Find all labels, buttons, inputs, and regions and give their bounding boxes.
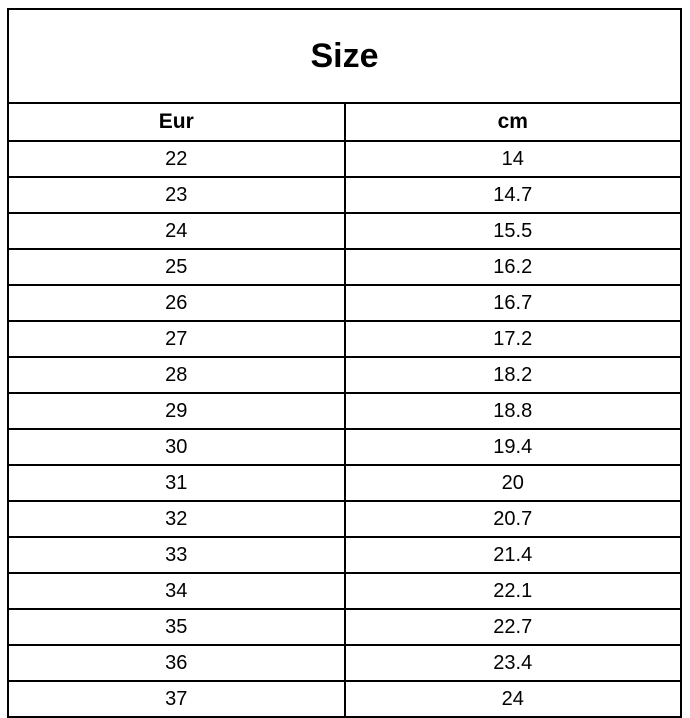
eur-value: 24 [7, 212, 346, 250]
table-row: 28 18.2 [7, 356, 682, 394]
cm-value: 19.4 [343, 428, 682, 466]
cm-value: 23.4 [343, 644, 682, 682]
eur-value: 36 [7, 644, 346, 682]
cm-value: 20 [343, 464, 682, 502]
header-row: Eur cm [7, 102, 682, 142]
eur-value: 26 [7, 284, 346, 322]
table-row: 24 15.5 [7, 212, 682, 250]
eur-value: 34 [7, 572, 346, 610]
eur-value: 31 [7, 464, 346, 502]
table-row: 36 23.4 [7, 644, 682, 682]
table-row: 34 22.1 [7, 572, 682, 610]
eur-value: 27 [7, 320, 346, 358]
table-title: Size [7, 8, 682, 104]
table-row: 32 20.7 [7, 500, 682, 538]
table-row: 23 14.7 [7, 176, 682, 214]
eur-value: 22 [7, 140, 346, 178]
eur-value: 29 [7, 392, 346, 430]
cm-value: 18.8 [343, 392, 682, 430]
table-row: 37 24 [7, 680, 682, 718]
table-row: 22 14 [7, 140, 682, 178]
table-row: 31 20 [7, 464, 682, 502]
cm-value: 16.7 [343, 284, 682, 322]
cm-value: 14.7 [343, 176, 682, 214]
table-row: 33 21.4 [7, 536, 682, 574]
cm-value: 14 [343, 140, 682, 178]
eur-value: 32 [7, 500, 346, 538]
eur-value: 30 [7, 428, 346, 466]
page: Size Eur cm 22 14 23 14.7 24 15.5 25 16. [7, 8, 682, 718]
eur-value: 28 [7, 356, 346, 394]
cm-value: 22.1 [343, 572, 682, 610]
title-row: Size [7, 8, 682, 104]
cm-value: 18.2 [343, 356, 682, 394]
cm-value: 20.7 [343, 500, 682, 538]
table-row: 35 22.7 [7, 608, 682, 646]
size-conversion-table: Size Eur cm 22 14 23 14.7 24 15.5 25 16. [7, 8, 682, 718]
table-row: 30 19.4 [7, 428, 682, 466]
column-header-eur: Eur [7, 102, 346, 142]
cm-value: 24 [343, 680, 682, 718]
eur-value: 23 [7, 176, 346, 214]
eur-value: 25 [7, 248, 346, 286]
column-header-cm: cm [343, 102, 682, 142]
cm-value: 22.7 [343, 608, 682, 646]
table-row: 25 16.2 [7, 248, 682, 286]
table-row: 29 18.8 [7, 392, 682, 430]
table-row: 27 17.2 [7, 320, 682, 358]
eur-value: 35 [7, 608, 346, 646]
table-row: 26 16.7 [7, 284, 682, 322]
cm-value: 15.5 [343, 212, 682, 250]
cm-value: 16.2 [343, 248, 682, 286]
cm-value: 17.2 [343, 320, 682, 358]
eur-value: 37 [7, 680, 346, 718]
eur-value: 33 [7, 536, 346, 574]
cm-value: 21.4 [343, 536, 682, 574]
